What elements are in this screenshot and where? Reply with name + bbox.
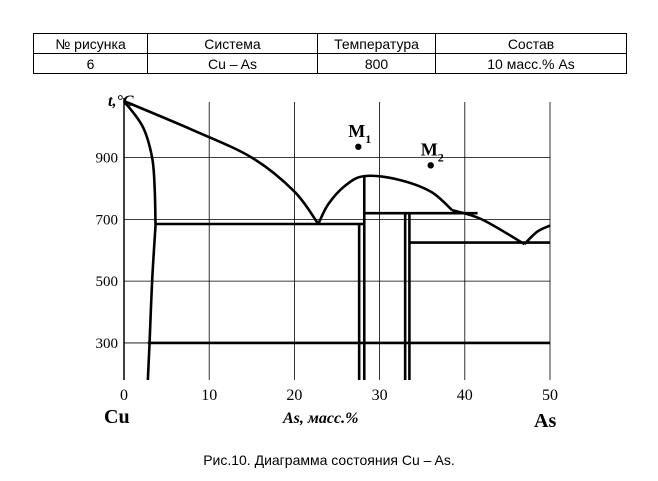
x-tick-label-30: 30 — [372, 387, 388, 404]
phase-line-liquidus-peak — [317, 174, 453, 225]
x-axis-label: As, масс.% — [282, 410, 358, 427]
phase-line-solidus-left — [122, 100, 157, 226]
x-tick-label-0: 0 — [120, 387, 128, 404]
phase-line-liquidus-end — [523, 224, 551, 246]
left-component-label: Cu — [104, 406, 130, 428]
phase-line-liquidus-right — [451, 208, 526, 246]
grid — [123, 98, 551, 380]
value-system: Cu – As — [147, 53, 318, 74]
tick-labels: 0 10 20 30 40 50 300 500 700 900 — [96, 151, 559, 404]
info-table: № рисунка Система Температура Состав 6 C… — [33, 33, 627, 74]
info-table-value-row: 6 Cu – As 800 10 масс.% As — [33, 53, 627, 74]
figure-caption: Рис.10. Диаграмма состояния Cu – As. — [203, 452, 455, 468]
points: M1 M2 — [348, 121, 444, 169]
y-tick-label-500: 500 — [96, 274, 119, 290]
phase-line-liquidus-left — [123, 99, 320, 225]
point-M2 — [427, 162, 434, 169]
point-subscript-1: 1 — [365, 132, 371, 146]
y-tick-label-700: 700 — [96, 212, 119, 228]
point-label-M1: M1 — [348, 121, 371, 146]
y-tick-label-300: 300 — [96, 336, 119, 352]
x-tick-label-40: 40 — [457, 387, 473, 404]
x-tick-label-50: 50 — [542, 387, 558, 404]
x-tick-label-20: 20 — [286, 387, 302, 404]
point-M1 — [355, 143, 362, 150]
info-table-header-row: № рисунка Система Температура Состав — [33, 33, 627, 54]
y-axis-label: t,°C — [108, 93, 134, 110]
right-component-label: As — [534, 410, 556, 432]
value-composition: 10 масс.% As — [435, 53, 627, 74]
x-tick-label-10: 10 — [201, 387, 217, 404]
y-tick-label-900: 900 — [96, 151, 119, 167]
value-figure-number: 6 — [33, 53, 148, 74]
point-label-M2: M2 — [421, 139, 444, 164]
phase-line-solvus-left — [146, 225, 157, 381]
value-temperature: 800 — [317, 53, 436, 74]
phase-lines — [122, 99, 551, 381]
point-subscript-2: 2 — [438, 150, 444, 164]
